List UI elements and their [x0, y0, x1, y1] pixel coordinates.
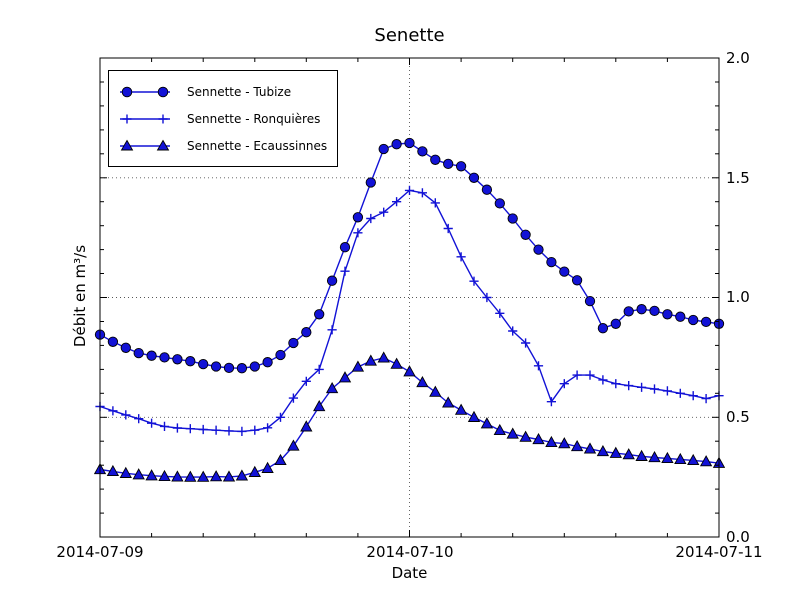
legend-label: Sennette - Ronquières	[187, 111, 321, 126]
legend-entry-ecaussinnes: Sennette - Ecaussinnes	[117, 132, 327, 159]
legend: Sennette - Tubize Sennette - Ronquières …	[108, 70, 339, 167]
x-tick-label: 2014-07-10	[366, 543, 454, 561]
y-tick-label: 0.0	[726, 528, 750, 546]
legend-entry-ronquieres: Sennette - Ronquières	[117, 105, 327, 132]
x-tick-label: 2014-07-11	[675, 543, 763, 561]
y-axis-label: Débit en m³/s	[71, 244, 89, 348]
legend-label: Sennette - Tubize	[187, 84, 292, 99]
x-tick-label: 2014-07-09	[56, 543, 144, 561]
legend-entry-tubize: Sennette - Tubize	[117, 78, 327, 105]
y-tick-label: 1.5	[726, 169, 750, 187]
triangle-marker-icon	[120, 139, 170, 150]
legend-label: Sennette - Ecaussinnes	[187, 138, 328, 153]
y-tick-label: 1.0	[726, 288, 750, 306]
x-axis-label: Date	[391, 564, 428, 582]
y-tick-label: 0.5	[726, 408, 750, 426]
circle-marker-icon	[120, 86, 170, 97]
chart-title: Senette	[374, 25, 445, 46]
plus-marker-icon	[120, 114, 170, 123]
y-tick-label: 2.0	[726, 49, 750, 67]
